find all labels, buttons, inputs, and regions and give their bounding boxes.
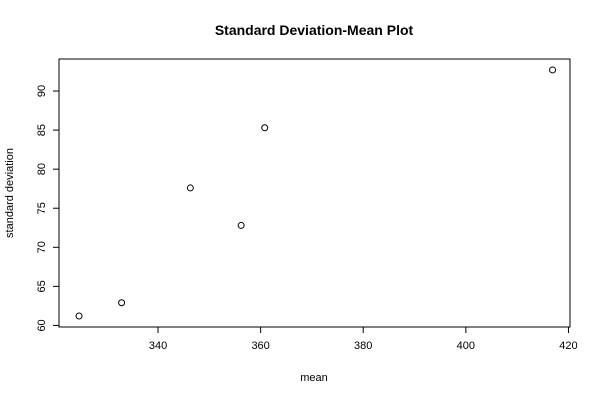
y-tick-label: 65 [36, 280, 48, 292]
data-points [75, 66, 557, 320]
x-tick-label: 420 [559, 340, 577, 352]
data-point [186, 184, 194, 192]
x-axis-label: mean [300, 372, 328, 384]
y-tick-label: 90 [36, 85, 48, 97]
y-axis-label: standard deviation [4, 148, 16, 238]
x-tick-label: 380 [354, 340, 372, 352]
plot-area-border [58, 58, 571, 328]
y-tick-label: 85 [36, 124, 48, 136]
y-axis: 60 65 70 75 80 85 90 [36, 85, 59, 332]
data-point [549, 66, 557, 74]
data-point [237, 221, 245, 229]
x-tick-label: 400 [457, 340, 475, 352]
y-tick-label: 75 [36, 202, 48, 214]
x-tick-label: 360 [251, 340, 269, 352]
y-tick-label: 70 [36, 241, 48, 253]
chart-title: Standard Deviation-Mean Plot [215, 22, 414, 38]
data-point [118, 299, 126, 307]
x-tick-label: 340 [149, 340, 167, 352]
y-tick-label: 60 [36, 319, 48, 331]
x-axis: 340 360 380 400 420 [149, 327, 578, 352]
y-tick-label: 80 [36, 163, 48, 175]
data-point [75, 312, 83, 320]
data-point [261, 124, 269, 132]
